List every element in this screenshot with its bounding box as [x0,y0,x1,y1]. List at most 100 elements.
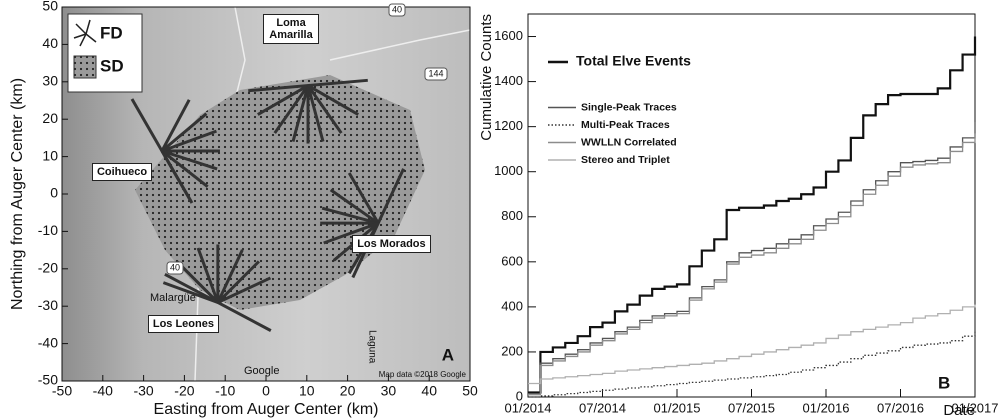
panel-label: B [938,373,950,392]
x-tick-label: 07/2014 [579,400,626,415]
y-tick-label: 20 [42,110,58,126]
fd-ray [323,221,379,245]
x-tick-label: 0 [262,383,270,399]
x-tick-label: 01/2016 [803,400,850,415]
legend-label: Total Elve Events [576,53,691,69]
place-name: Laguna [366,330,377,364]
y-tick-label: 400 [501,298,523,313]
y-tick-label: 50 [42,0,58,14]
x-tick-label: 07/2015 [728,400,775,415]
fd-site [164,272,272,332]
road-number: 144 [428,68,443,78]
fd-ray [257,84,309,116]
legend-box [67,13,143,93]
y-axis-label: Northing from Auger Center (km) [9,78,26,310]
y-tick-label: 1400 [494,73,523,88]
y-tick-label: -40 [38,334,58,350]
site-label: Los Leones [147,315,219,334]
y-tick-label: 800 [501,208,523,223]
series-line [528,133,976,396]
x-tick-label: -20 [174,383,194,399]
y-tick-label: -30 [38,297,58,313]
site-label: Los Morados [352,235,431,254]
y-tick-label: 0 [516,388,523,403]
panel-label: A [442,345,454,364]
legend-label: Multi-Peak Traces [581,119,670,131]
fd-ray [161,129,217,153]
x-axis-label: Date [943,402,975,419]
legend-label: WWLLN Correlated [581,136,677,148]
fd-ray [160,112,208,153]
sd-icon [73,55,97,79]
road-number: 40 [392,4,402,14]
fd-ray [160,99,191,152]
fd-ray [196,247,220,303]
fd-ray [161,149,218,171]
fd-ray [175,260,219,304]
y-tick-label: 0 [50,185,58,201]
y-tick-label: -20 [38,260,58,276]
x-axis-label: Easting from Auger Center (km) [154,401,379,418]
fd-ray [273,84,310,134]
plot-frame [527,13,976,398]
fd-ray [161,149,209,188]
fd-ray [307,84,360,116]
x-tick-label: -40 [93,383,113,399]
x-tick-label: 01/2017 [952,400,999,415]
x-tick-label: 10 [299,383,315,399]
x-tick-label: 01/2014 [505,400,552,415]
fd-ray [162,281,219,304]
x-tick-label: -50 [52,383,72,399]
road-sign [166,261,184,275]
series-line [528,36,977,394]
y-tick-label: 1600 [494,28,523,43]
fd-ray [216,249,244,304]
place-name: Malargüe [150,292,196,304]
fd-ray [347,172,380,224]
road-sign [424,67,448,81]
legend-label: SD [100,56,124,75]
road [329,29,471,61]
x-tick-label: -30 [133,383,153,399]
x-tick-label: 01/2015 [654,400,701,415]
x-tick-label: 07/2016 [877,400,924,415]
fd-ray [217,276,272,304]
series-line [528,331,976,398]
y-tick-label: 30 [42,73,58,89]
y-axis-label: Cumulative Counts [478,14,495,141]
legend-label: Single-Peak Traces [581,101,677,113]
road-sign [388,3,406,17]
y-tick-label: 40 [42,35,58,51]
site-label: Coihueco [91,162,153,181]
series-line [528,304,976,385]
fd-ray [329,188,380,225]
map-attribution: Map data ©2018 Google [379,370,467,379]
road-number: 40 [170,262,180,272]
fd-ray [216,260,260,304]
series-line [528,122,976,395]
x-tick-label: 50 [462,383,478,399]
x-tick-label: 30 [381,383,397,399]
map-watermark: Google [244,365,279,377]
y-tick-label: 1000 [494,163,523,178]
fd-ray [321,206,379,225]
y-tick-label: 600 [501,253,523,268]
y-tick-label: 1200 [494,118,523,133]
y-tick-label: -10 [38,222,58,238]
fd-ray [306,85,325,142]
site-label: Loma Amarilla [263,13,320,44]
legend-label: FD [100,23,123,42]
y-tick-label: -50 [38,372,58,388]
x-tick-label: 40 [421,383,437,399]
legend-label: Stereo and Triplet [581,154,670,166]
y-tick-label: 10 [42,147,58,163]
fd-ray [291,85,310,142]
x-tick-label: -10 [215,383,235,399]
fd-icon [73,19,97,47]
fd-ray [160,150,193,202]
y-tick-label: 200 [501,343,523,358]
fd-ray [306,84,343,134]
x-tick-label: 20 [340,383,356,399]
